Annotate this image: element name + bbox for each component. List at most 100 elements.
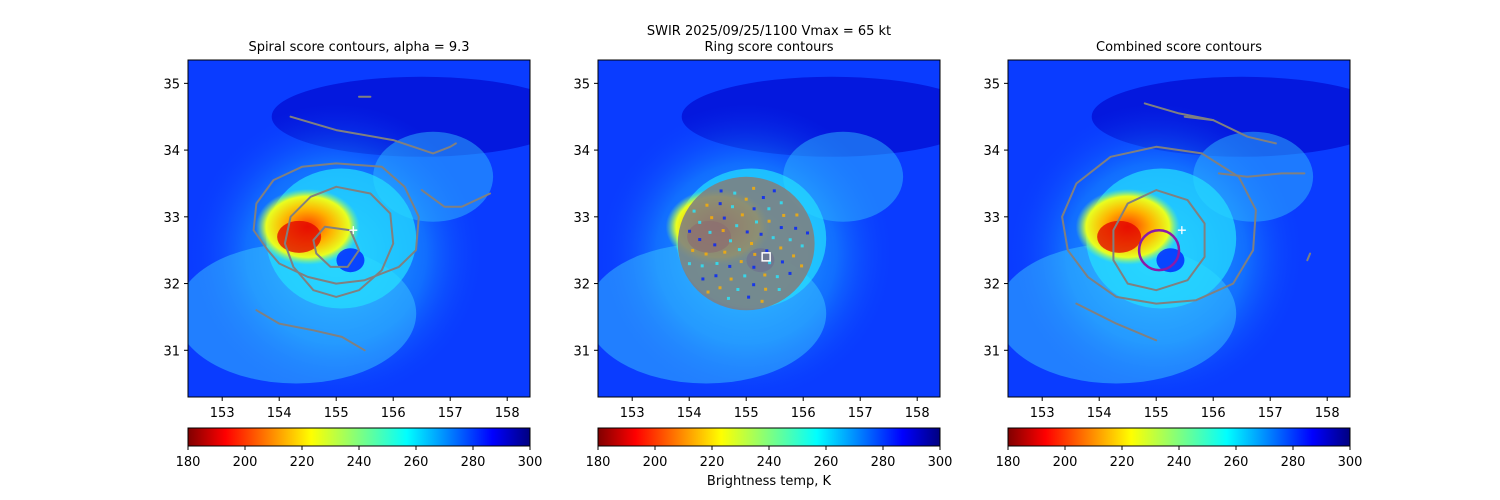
ring-speckle (743, 274, 747, 278)
ring-speckle (740, 213, 744, 217)
x-tick-label: 153 (210, 406, 235, 421)
colorbar-tick-label: 240 (1167, 455, 1192, 470)
contour-line-1 (289, 115, 457, 155)
colorbar-tick-label: 200 (643, 455, 668, 470)
panel-title: Ring score contours (704, 40, 833, 55)
colorbar-tick-label: 220 (1110, 455, 1135, 470)
x-tick-label: 155 (734, 406, 759, 421)
ring-speckle (708, 230, 712, 234)
panel-2: Ring score contours 153 154 155 156 157 158 31 3… (573, 40, 953, 470)
ring-speckle (775, 275, 779, 279)
ring-speckle (763, 273, 767, 277)
ring-speckle (747, 295, 751, 299)
ring-speckle (692, 209, 696, 213)
eye-region (336, 248, 365, 273)
colorbar-tick-label: 260 (814, 455, 839, 470)
contour-line-5 (1112, 189, 1206, 292)
y-tick-label: 33 (163, 211, 180, 226)
colorbar-tick-label: 180 (586, 455, 611, 470)
panel-1: Spiral score contours, alpha = 9.3 153 154… (163, 40, 543, 470)
contour-line-6 (312, 225, 360, 268)
ring-speckle (737, 248, 741, 252)
ring-speckle (745, 230, 749, 234)
ring-speckle (691, 248, 695, 252)
ring-speckle (765, 249, 769, 253)
contour-line-4 (252, 162, 420, 285)
panels: Spiral score contours, alpha = 9.3 153 154… (163, 40, 1362, 470)
colorbar-tick-label: 180 (176, 455, 201, 470)
ring-speckle (700, 264, 704, 268)
ring-speckle (688, 229, 692, 233)
ring-speckle (788, 238, 792, 242)
ring-speckle (722, 216, 726, 220)
plot-area (598, 60, 940, 397)
contour-line-2 (1183, 115, 1215, 122)
ring-speckle (788, 271, 792, 275)
ring-speckle (752, 207, 756, 211)
y-tick-label: 35 (163, 77, 180, 92)
x-tick-label: 153 (620, 406, 645, 421)
x-tick-label: 156 (1201, 406, 1226, 421)
y-tick-label: 32 (983, 278, 1000, 293)
ring-speckle (704, 252, 708, 256)
ring-speckle (779, 201, 783, 205)
ring-speckle (718, 286, 722, 290)
ring-speckle (706, 290, 710, 294)
ring-speckle (779, 226, 783, 230)
y-tick-label: 32 (573, 278, 590, 293)
figure-suptitle: SWIR 2025/09/25/1100 Vmax = 65 kt (647, 24, 891, 39)
contour-line-6 (1075, 302, 1158, 342)
ring-speckle (755, 220, 758, 224)
contour-line-4 (1061, 145, 1257, 305)
ring-speckle (730, 205, 734, 209)
x-tick-label: 158 (905, 406, 930, 421)
y-tick-label: 34 (163, 144, 180, 159)
panel-3: Combined score contours 153 154 155 156 157 15… (983, 40, 1362, 470)
colorbar-tick-label: 220 (700, 455, 725, 470)
colorbar-tick-label: 180 (996, 455, 1021, 470)
contour-line-7 (1306, 252, 1312, 262)
ring-speckle (780, 260, 784, 264)
ring-speckle (767, 219, 771, 223)
ring-speckle (698, 238, 702, 242)
ring-speckle (777, 287, 781, 291)
colorbar (187, 427, 531, 447)
x-tick-label: 154 (677, 406, 702, 421)
ring-speckle (764, 287, 768, 291)
y-tick-label: 31 (163, 344, 180, 359)
colorbar (597, 427, 941, 447)
y-tick-label: 31 (573, 344, 590, 359)
colorbar-tick-label: 280 (1281, 455, 1306, 470)
ring-speckle (795, 213, 799, 217)
y-tick-label: 33 (573, 211, 590, 226)
colorbar-label: Brightness temp, K (707, 474, 832, 489)
colorbar (1007, 427, 1351, 447)
ring-speckle (721, 229, 725, 233)
axes-frame (597, 59, 941, 398)
x-tick-label: 156 (381, 406, 406, 421)
panel-title: Combined score contours (1096, 40, 1262, 55)
colorbar-tick-label: 300 (928, 455, 953, 470)
x-tick-label: 158 (495, 406, 520, 421)
contour-line-7 (255, 309, 366, 352)
ring-speckle (772, 189, 776, 193)
colorbar-tick-label: 240 (347, 455, 372, 470)
ring-speckle (806, 231, 810, 235)
axes-frame (187, 59, 531, 398)
ring-speckle (735, 224, 739, 228)
colorbar-tick-label: 200 (233, 455, 258, 470)
y-tick-label: 33 (983, 211, 1000, 226)
ring-speckle (719, 189, 723, 193)
ring-speckle (739, 260, 743, 264)
contour-line-5 (283, 185, 395, 298)
ring-speckle (714, 274, 718, 278)
ring-speckle (767, 207, 771, 211)
colorbar-tick-label: 300 (518, 455, 543, 470)
ring-speckle (728, 239, 732, 243)
ring-speckle (736, 288, 740, 292)
ring-speckle (752, 283, 756, 287)
ring-speckle (771, 236, 775, 240)
x-tick-label: 154 (1087, 406, 1112, 421)
ring-speckle (759, 232, 763, 236)
